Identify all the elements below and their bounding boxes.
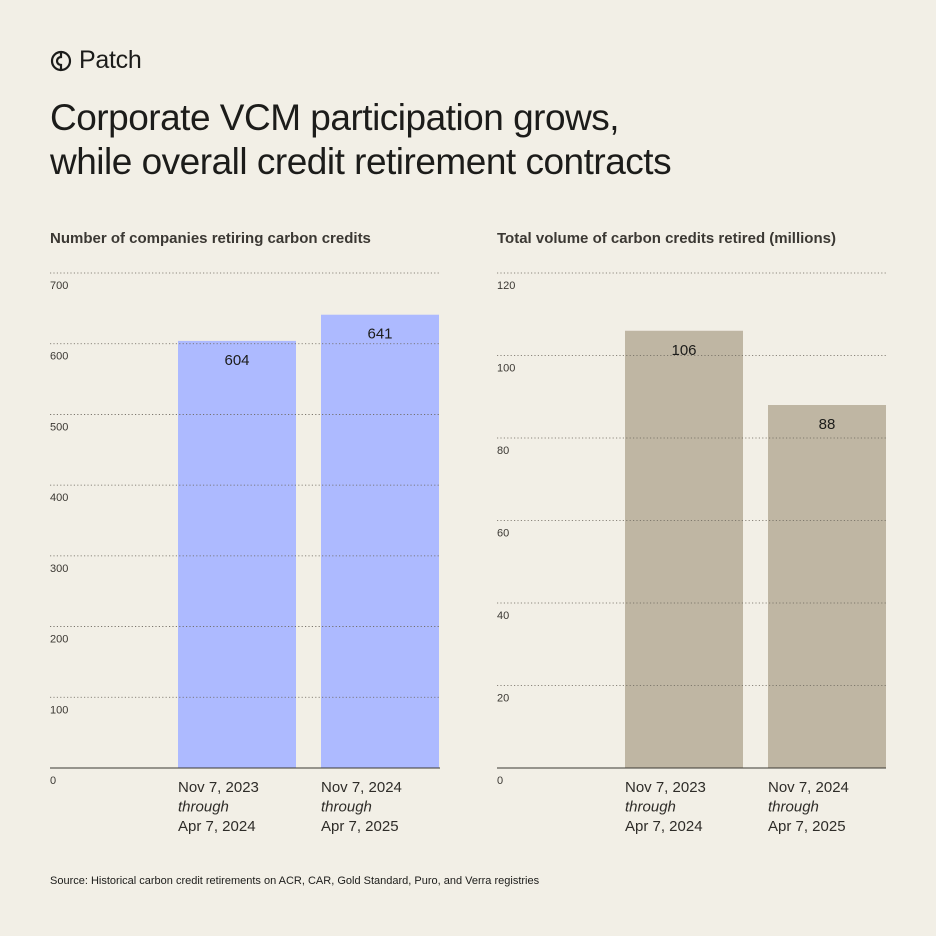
companies-y-tick-label: 0 [50, 775, 56, 787]
volume-data-label: 106 [671, 342, 696, 359]
companies-y-tick-label: 300 [50, 563, 68, 575]
companies-data-label: 641 [367, 326, 392, 343]
volume-y-tick-label: 120 [497, 280, 515, 292]
headline-line-1: Corporate VCM participation grows, [50, 97, 620, 138]
volume-y-tick-label: 80 [497, 445, 509, 457]
volume-y-tick-label: 20 [497, 693, 509, 705]
companies-bar [178, 340, 296, 768]
companies-chart-title: Number of companies retiring carbon cred… [50, 230, 371, 247]
source-note: Source: Historical carbon credit retirem… [50, 875, 540, 887]
companies-data-label: 604 [224, 352, 249, 369]
volume-y-tick-label: 100 [497, 363, 515, 375]
volume-bar [625, 330, 743, 768]
companies-y-tick-label: 400 [50, 492, 68, 504]
companies-y-tick-label: 100 [50, 704, 68, 716]
volume-data-label: 88 [819, 416, 836, 433]
volume-y-tick-label: 40 [497, 610, 509, 622]
patch-logo-icon [50, 50, 72, 71]
companies-bar [321, 314, 439, 768]
headline: Corporate VCM participation grows, while… [50, 96, 890, 184]
volume-chart-title: Total volume of carbon credits retired (… [497, 230, 836, 247]
companies-category-label: Nov 7, 2023 through Apr 7, 2024 [178, 779, 259, 835]
companies-category-label: Nov 7, 2024 through Apr 7, 2025 [321, 779, 402, 835]
companies-y-tick-label: 500 [50, 421, 68, 433]
volume-bar [768, 405, 886, 768]
headline-line-2: while overall credit retirement contract… [50, 141, 672, 182]
volume-y-tick-label: 60 [497, 528, 509, 540]
volume-category-label: Nov 7, 2023 through Apr 7, 2024 [625, 779, 706, 835]
brand-logo: Patch [50, 46, 142, 75]
companies-y-tick-label: 700 [50, 280, 68, 292]
volume-y-tick-label: 0 [497, 775, 503, 787]
volume-category-label: Nov 7, 2024 through Apr 7, 2025 [768, 779, 849, 835]
companies-y-tick-label: 600 [50, 351, 68, 363]
brand-name: Patch [79, 46, 142, 74]
companies-y-tick-label: 200 [50, 634, 68, 646]
